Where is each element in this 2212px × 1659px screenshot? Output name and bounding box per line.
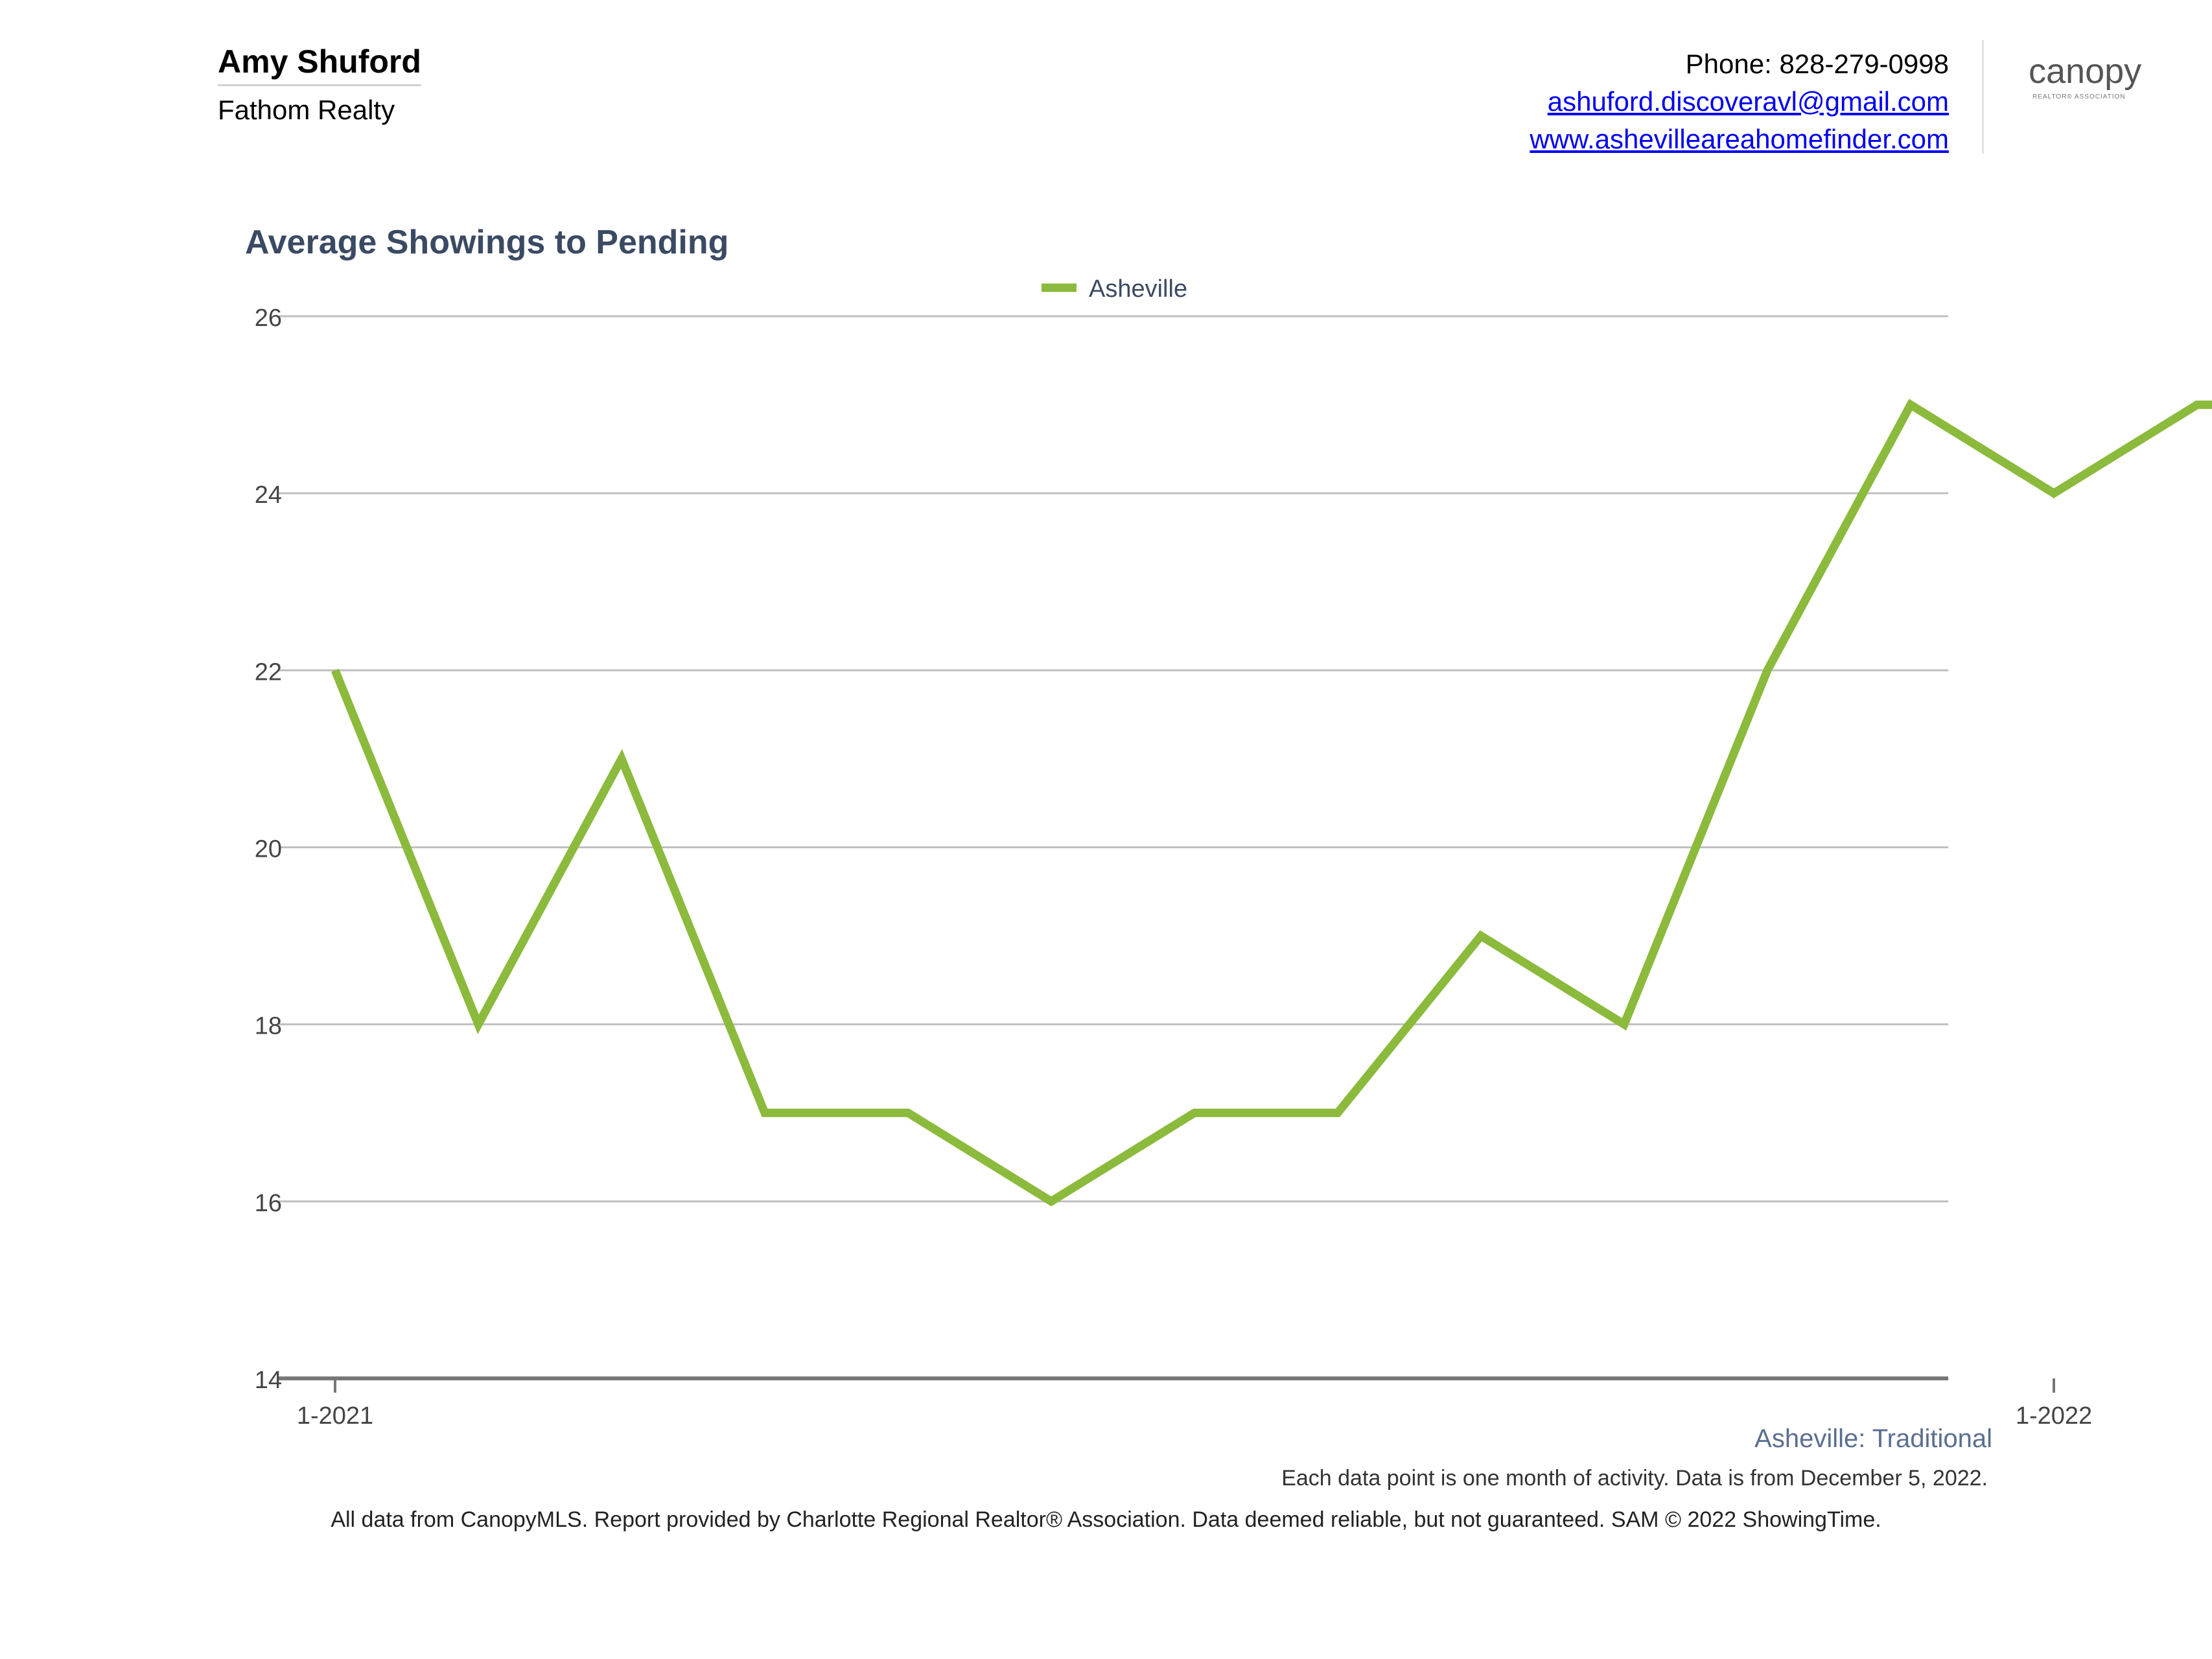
area-label: Asheville: Traditional xyxy=(1754,1424,1992,1453)
agent-name: Amy Shuford xyxy=(218,43,421,86)
y-tick-label: 20 xyxy=(255,836,282,863)
series-line-asheville xyxy=(331,399,2212,1207)
x-tick-label: 1-2021 xyxy=(297,1402,373,1426)
y-tick-label: 18 xyxy=(255,1013,282,1040)
y-tick-label: 24 xyxy=(255,481,282,509)
legend-label: Asheville xyxy=(1089,275,1187,303)
y-tick-label: 16 xyxy=(255,1190,282,1217)
footer-disclaimer: All data from CanopyMLS. Report provided… xyxy=(331,1507,1881,1532)
contact-block: Phone: 828-279-0998 ashuford.discoveravl… xyxy=(1530,45,1949,158)
email-link[interactable]: ashuford.discoveravl@gmail.com xyxy=(1547,86,1949,117)
logo-subtext: REALTOR® ASSOCIATION xyxy=(2032,93,2126,100)
website-link[interactable]: www.ashevilleareahomefinder.com xyxy=(1530,124,1949,154)
agent-company: Fathom Realty xyxy=(218,95,395,125)
x-tick-label: 1-2022 xyxy=(2016,1402,2092,1426)
chart-title: Average Showings to Pending xyxy=(245,224,729,261)
y-tick-label: 14 xyxy=(255,1367,282,1394)
data-note: Each data point is one month of activity… xyxy=(1281,1466,1988,1491)
phone-number: Phone: 828-279-0998 xyxy=(1685,49,1949,79)
logo-wordmark: canopy xyxy=(2029,52,2141,91)
header-divider xyxy=(1982,40,1984,154)
y-tick-label: 26 xyxy=(255,305,282,332)
canopy-logo: canopy REALTOR® ASSOCIATION xyxy=(2029,52,2141,100)
y-tick-label: 22 xyxy=(255,658,282,686)
